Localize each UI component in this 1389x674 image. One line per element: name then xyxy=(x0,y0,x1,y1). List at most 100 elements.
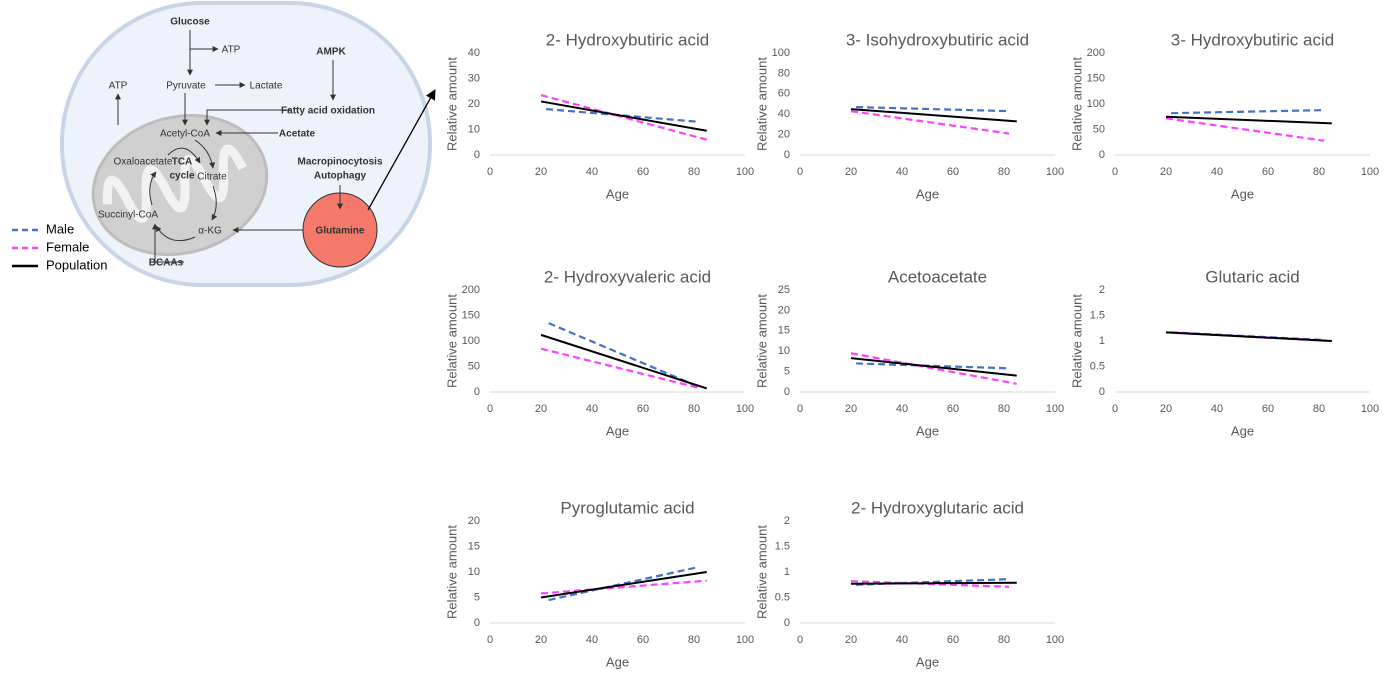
y-tick-label: 10 xyxy=(778,345,790,357)
x-axis-label: Age xyxy=(916,423,939,438)
label: Fatty acid oxidation xyxy=(281,106,375,117)
chart-title: 2- Hydroxybutiric acid xyxy=(546,30,709,49)
chart-title: 3- Isohydroxybutiric acid xyxy=(846,30,1029,49)
y-tick-label: 20 xyxy=(778,304,790,316)
x-tick-label: 80 xyxy=(998,403,1010,415)
y-tick-label: 0 xyxy=(784,617,790,629)
y-tick-label: 20 xyxy=(468,515,480,527)
y-tick-label: 30 xyxy=(468,72,480,84)
y-tick-label: 10 xyxy=(468,123,480,135)
y-tick-label: 15 xyxy=(468,540,480,552)
label: TCA xyxy=(172,157,193,168)
x-tick-label: 20 xyxy=(535,634,547,646)
x-axis-label: Age xyxy=(606,423,629,438)
series-line xyxy=(851,583,1017,584)
y-tick-label: 100 xyxy=(1087,98,1105,110)
label: ATP xyxy=(222,45,241,56)
y-tick-label: 100 xyxy=(462,335,480,347)
x-tick-label: 80 xyxy=(1313,166,1325,178)
x-tick-label: 20 xyxy=(845,403,857,415)
legend-label: Female xyxy=(46,239,89,254)
x-tick-label: 20 xyxy=(535,166,547,178)
y-tick-label: 50 xyxy=(468,360,480,372)
y-tick-label: 100 xyxy=(772,47,790,59)
x-tick-label: 100 xyxy=(1046,403,1064,415)
x-tick-label: 60 xyxy=(637,403,649,415)
label: Autophagy xyxy=(314,171,367,182)
y-axis-label: Relative amount xyxy=(444,294,459,388)
x-tick-label: 100 xyxy=(1046,634,1064,646)
chart-title: 2- Hydroxyglutaric acid xyxy=(851,498,1024,517)
x-tick-label: 40 xyxy=(586,403,598,415)
legend-label: Population xyxy=(46,257,107,272)
y-tick-label: 5 xyxy=(784,366,790,378)
label: Citrate xyxy=(197,172,227,183)
y-axis-label: Relative amount xyxy=(754,294,769,388)
x-axis-label: Age xyxy=(1231,186,1254,201)
chart-title: Glutaric acid xyxy=(1205,267,1299,286)
x-tick-label: 0 xyxy=(487,166,493,178)
y-tick-label: 20 xyxy=(778,129,790,141)
y-tick-label: 150 xyxy=(462,309,480,321)
series-line xyxy=(1171,110,1324,113)
label: Acetyl-CoA xyxy=(160,129,210,140)
x-tick-label: 60 xyxy=(947,634,959,646)
x-tick-label: 40 xyxy=(586,166,598,178)
x-tick-label: 80 xyxy=(688,634,700,646)
x-tick-label: 0 xyxy=(797,634,803,646)
x-tick-label: 20 xyxy=(1160,166,1172,178)
x-tick-label: 20 xyxy=(845,634,857,646)
y-tick-label: 200 xyxy=(1087,47,1105,59)
series-line xyxy=(541,572,707,598)
y-axis-label: Relative amount xyxy=(1069,294,1084,388)
x-tick-label: 0 xyxy=(487,634,493,646)
x-tick-label: 20 xyxy=(845,166,857,178)
figure: Glucose ATP Pyruvate Lactate AMPK Fatty … xyxy=(0,0,1389,674)
x-tick-label: 60 xyxy=(947,166,959,178)
x-tick-label: 100 xyxy=(1361,403,1379,415)
chart-title: Acetoacetate xyxy=(888,267,987,286)
series-line xyxy=(541,95,707,140)
x-tick-label: 80 xyxy=(688,403,700,415)
y-tick-label: 1.5 xyxy=(1090,309,1105,321)
label: Oxaloacetate xyxy=(114,157,173,168)
chart: 3- Isohydroxybutiric acid020406080100020… xyxy=(754,30,1064,201)
chart: 3- Hydroxybutiric acid050100150200020406… xyxy=(1069,30,1379,201)
y-tick-label: 2 xyxy=(784,515,790,527)
label: Glutamine xyxy=(316,226,365,237)
x-tick-label: 40 xyxy=(1211,166,1223,178)
x-tick-label: 80 xyxy=(998,634,1010,646)
label: Glucose xyxy=(170,17,210,28)
y-tick-label: 1.5 xyxy=(775,540,790,552)
legend-label: Male xyxy=(46,221,74,236)
y-axis-label: Relative amount xyxy=(444,525,459,619)
x-tick-label: 80 xyxy=(688,166,700,178)
y-axis-label: Relative amount xyxy=(1069,57,1084,151)
chart-title: 2- Hydroxyvaleric acid xyxy=(544,267,711,286)
x-tick-label: 80 xyxy=(998,166,1010,178)
y-tick-label: 25 xyxy=(778,284,790,296)
x-tick-label: 60 xyxy=(1262,403,1274,415)
y-tick-label: 2 xyxy=(1099,284,1105,296)
x-tick-label: 0 xyxy=(797,166,803,178)
y-tick-label: 0 xyxy=(474,617,480,629)
chart: Pyroglutamic acid05101520020406080100Age… xyxy=(444,498,754,669)
y-tick-label: 0 xyxy=(474,386,480,398)
x-tick-label: 60 xyxy=(637,634,649,646)
x-axis-label: Age xyxy=(1231,423,1254,438)
x-tick-label: 40 xyxy=(586,634,598,646)
y-tick-label: 5 xyxy=(474,591,480,603)
series-line xyxy=(541,101,707,130)
y-tick-label: 0 xyxy=(784,386,790,398)
x-tick-label: 40 xyxy=(896,166,908,178)
label: Macropinocytosis xyxy=(297,157,382,168)
x-tick-label: 20 xyxy=(535,403,547,415)
series-line xyxy=(1166,332,1332,341)
series-line xyxy=(541,335,707,389)
y-tick-label: 150 xyxy=(1087,72,1105,84)
label: BCAAs xyxy=(149,258,184,269)
